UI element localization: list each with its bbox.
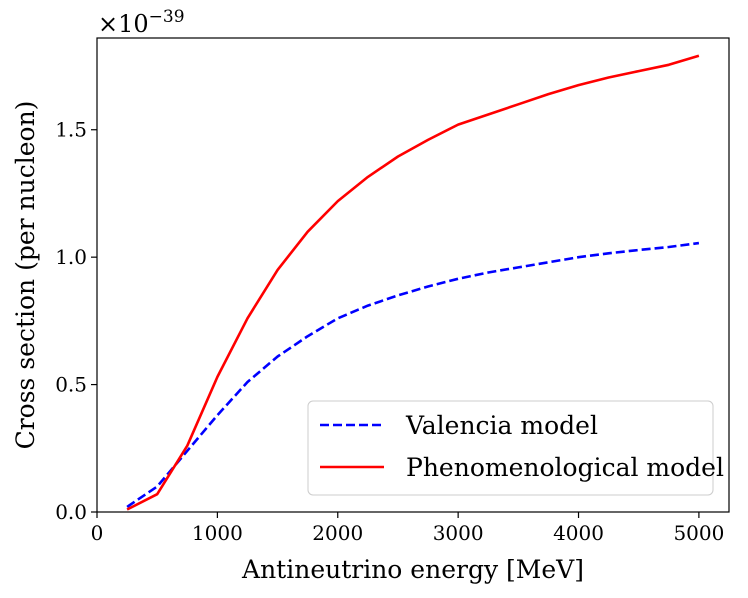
plot-frame <box>96 37 730 513</box>
x-axis: 0 1000 2000 3000 4000 5000 <box>91 512 724 545</box>
x-tick-label: 1000 <box>192 521 243 545</box>
y-tick-label: 1.0 <box>55 245 87 269</box>
legend-label-phenomenological: Phenomenological model <box>406 453 724 482</box>
legend-box <box>307 400 714 496</box>
x-tick-label: 5000 <box>673 521 724 545</box>
legend: Valencia model Phenomenological model <box>307 400 724 496</box>
x-axis-title: Antineutrino energy [MeV] <box>241 555 584 584</box>
plot-lines <box>126 54 700 511</box>
multiplier-exponent: −39 <box>149 7 185 27</box>
y-tick-label: 0.5 <box>55 373 87 397</box>
y-tick-label: 0.0 <box>55 500 87 524</box>
x-tick-label: 3000 <box>433 521 484 545</box>
y-axis-title: Cross section (per nucleon) <box>11 101 40 450</box>
series-line-phenomenological <box>126 54 700 511</box>
legend-label-valencia: Valencia model <box>405 411 598 440</box>
x-tick-label: 0 <box>91 521 104 545</box>
y-tick-label: 1.5 <box>55 118 87 142</box>
x-tick-label: 2000 <box>312 521 363 545</box>
y-axis-multiplier: ×10−39 <box>98 7 185 38</box>
x-tick-label: 4000 <box>553 521 604 545</box>
series-line-valencia <box>126 241 700 508</box>
y-axis: 0.0 0.5 1.0 1.5 <box>55 118 97 524</box>
multiplier-base: ×10 <box>98 10 149 38</box>
